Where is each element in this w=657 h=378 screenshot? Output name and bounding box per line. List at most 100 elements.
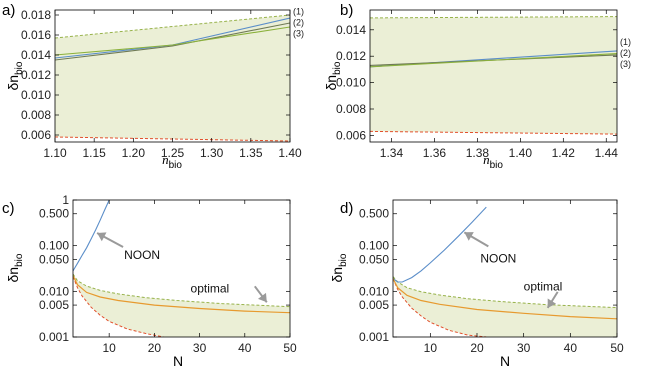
y-tick-label: 0.006 bbox=[336, 128, 366, 142]
x-axis-label-sub: bio bbox=[490, 160, 504, 171]
y-tick-label: 0.012 bbox=[21, 68, 51, 82]
x-tick-label: 1.20 bbox=[122, 146, 146, 160]
x-tick-label: 30 bbox=[517, 341, 531, 355]
x-tick-label: 10 bbox=[424, 341, 438, 355]
series-line-upper bbox=[55, 14, 290, 39]
plot-area bbox=[393, 206, 617, 337]
y-tick-label: 0.500 bbox=[359, 207, 389, 221]
x-tick-label: 40 bbox=[238, 341, 252, 355]
y-tick-label: 0.100 bbox=[359, 239, 389, 253]
y-tick-label: 0.008 bbox=[336, 102, 366, 116]
x-tick-label: 1.35 bbox=[239, 146, 263, 160]
plot-frame bbox=[369, 9, 618, 143]
x-tick-label: 1.10 bbox=[43, 146, 67, 160]
y-axis-label-sub: bio bbox=[14, 61, 25, 75]
y-axis-label: δnbio bbox=[323, 61, 343, 90]
x-tick-label: 1.34 bbox=[380, 146, 404, 160]
plot-frame bbox=[392, 199, 618, 338]
y-tick-label: 0.500 bbox=[39, 207, 69, 221]
x-axis-label-sub: bio bbox=[169, 160, 183, 171]
x-tick-label: 1.40 bbox=[278, 146, 302, 160]
x-tick-label: 30 bbox=[193, 341, 207, 355]
y-tick-label: 0.001 bbox=[359, 330, 389, 344]
y-axis-label: δnbio bbox=[329, 253, 349, 282]
panel-a: 1.10 1.15 1.20 1.25 1.30 1.35 1.40 0.006 0.008 0.… bbox=[2, 2, 304, 171]
x-tick-label: 1.42 bbox=[552, 146, 576, 160]
y-tick-label: 0.050 bbox=[359, 252, 389, 266]
series-end-label: (3) bbox=[293, 29, 304, 39]
panel-label: c) bbox=[2, 200, 15, 217]
y-tick-label: 0.005 bbox=[39, 298, 69, 312]
y-tick-label: 0.005 bbox=[359, 298, 389, 312]
y-tick-label: 0.008 bbox=[21, 108, 51, 122]
shaded-band bbox=[55, 15, 290, 141]
series-end-label: (2) bbox=[620, 48, 631, 58]
series-line-s3 bbox=[370, 53, 617, 68]
y-axis-label: δnbio bbox=[5, 61, 25, 90]
shaded-band bbox=[370, 16, 617, 135]
plot-area bbox=[55, 14, 290, 142]
x-axis-label: N bbox=[500, 353, 510, 369]
optimal-arrow-head bbox=[547, 298, 557, 308]
y-axis-label-main: δn bbox=[323, 75, 339, 91]
x-tick-label: 1.38 bbox=[466, 146, 490, 160]
y-axis-label-main: δn bbox=[5, 75, 21, 91]
x-axis-label: nbio bbox=[483, 152, 503, 171]
y-tick-label: 0.010 bbox=[359, 284, 389, 298]
series-line-upper bbox=[393, 276, 617, 309]
y-tick-label: 0.014 bbox=[21, 48, 51, 62]
y-axis-label-sub: bio bbox=[332, 61, 343, 75]
y-axis-label-main: δn bbox=[5, 267, 21, 283]
series-line-upper bbox=[370, 16, 617, 19]
series-end-label: (1) bbox=[620, 37, 631, 47]
panel-b: 1.34 1.36 1.38 1.40 1.42 1.44 0.006 0.008 0.010 0… bbox=[323, 2, 631, 171]
optimal-arrow-head bbox=[258, 292, 267, 303]
y-tick-label: 0.100 bbox=[39, 239, 69, 253]
series-end-label: (2) bbox=[293, 18, 304, 28]
panel-label: d) bbox=[340, 200, 353, 217]
x-axis-label-main: n bbox=[162, 152, 169, 167]
series-line-lower bbox=[393, 278, 487, 337]
series-line-lower bbox=[370, 130, 617, 135]
series-line-lower bbox=[73, 276, 164, 337]
y-tick-label: 0.050 bbox=[39, 252, 69, 266]
y-axis-label: δnbio bbox=[5, 253, 25, 282]
y-tick-label: 0.010 bbox=[336, 76, 366, 90]
y-tick-label: 0.012 bbox=[336, 49, 366, 63]
y-tick-label: 0.010 bbox=[21, 88, 51, 102]
x-tick-label: 1.25 bbox=[161, 146, 185, 160]
x-tick-label: 1.30 bbox=[200, 146, 224, 160]
panel-label: a) bbox=[2, 2, 15, 19]
series-end-label: (3) bbox=[620, 59, 631, 69]
annotation-optimal: optimal bbox=[191, 281, 230, 295]
y-tick-label: 0.010 bbox=[39, 284, 69, 298]
shaded-band bbox=[393, 276, 617, 337]
y-tick-label: 0.014 bbox=[336, 23, 366, 37]
noon-arrow-head bbox=[97, 232, 107, 242]
y-tick-label: 0.001 bbox=[39, 330, 69, 344]
x-tick-label: 20 bbox=[470, 341, 484, 355]
x-tick-label: 1.44 bbox=[595, 146, 619, 160]
panel-label: b) bbox=[340, 2, 353, 19]
shaded-band bbox=[73, 274, 290, 337]
plot-area bbox=[370, 16, 617, 135]
series-line-noon bbox=[393, 206, 487, 283]
annotation-noon: NOON bbox=[124, 248, 160, 262]
plot-area bbox=[73, 200, 290, 337]
x-axis-label: N bbox=[173, 353, 183, 369]
x-tick-label: 1.40 bbox=[509, 146, 533, 160]
noon-arrow-head bbox=[464, 232, 474, 241]
series-line-noon bbox=[73, 200, 110, 272]
x-tick-label: 50 bbox=[610, 341, 624, 355]
x-axis-label: nbio bbox=[162, 152, 182, 171]
y-axis-label-main: δn bbox=[329, 267, 345, 283]
x-tick-label: 40 bbox=[564, 341, 578, 355]
series-line-s2 bbox=[55, 22, 290, 61]
y-tick-label: 0.018 bbox=[21, 8, 51, 22]
series-line-optimal bbox=[393, 278, 617, 320]
x-tick-label: 10 bbox=[102, 341, 116, 355]
y-axis-label-sub: bio bbox=[14, 253, 25, 267]
